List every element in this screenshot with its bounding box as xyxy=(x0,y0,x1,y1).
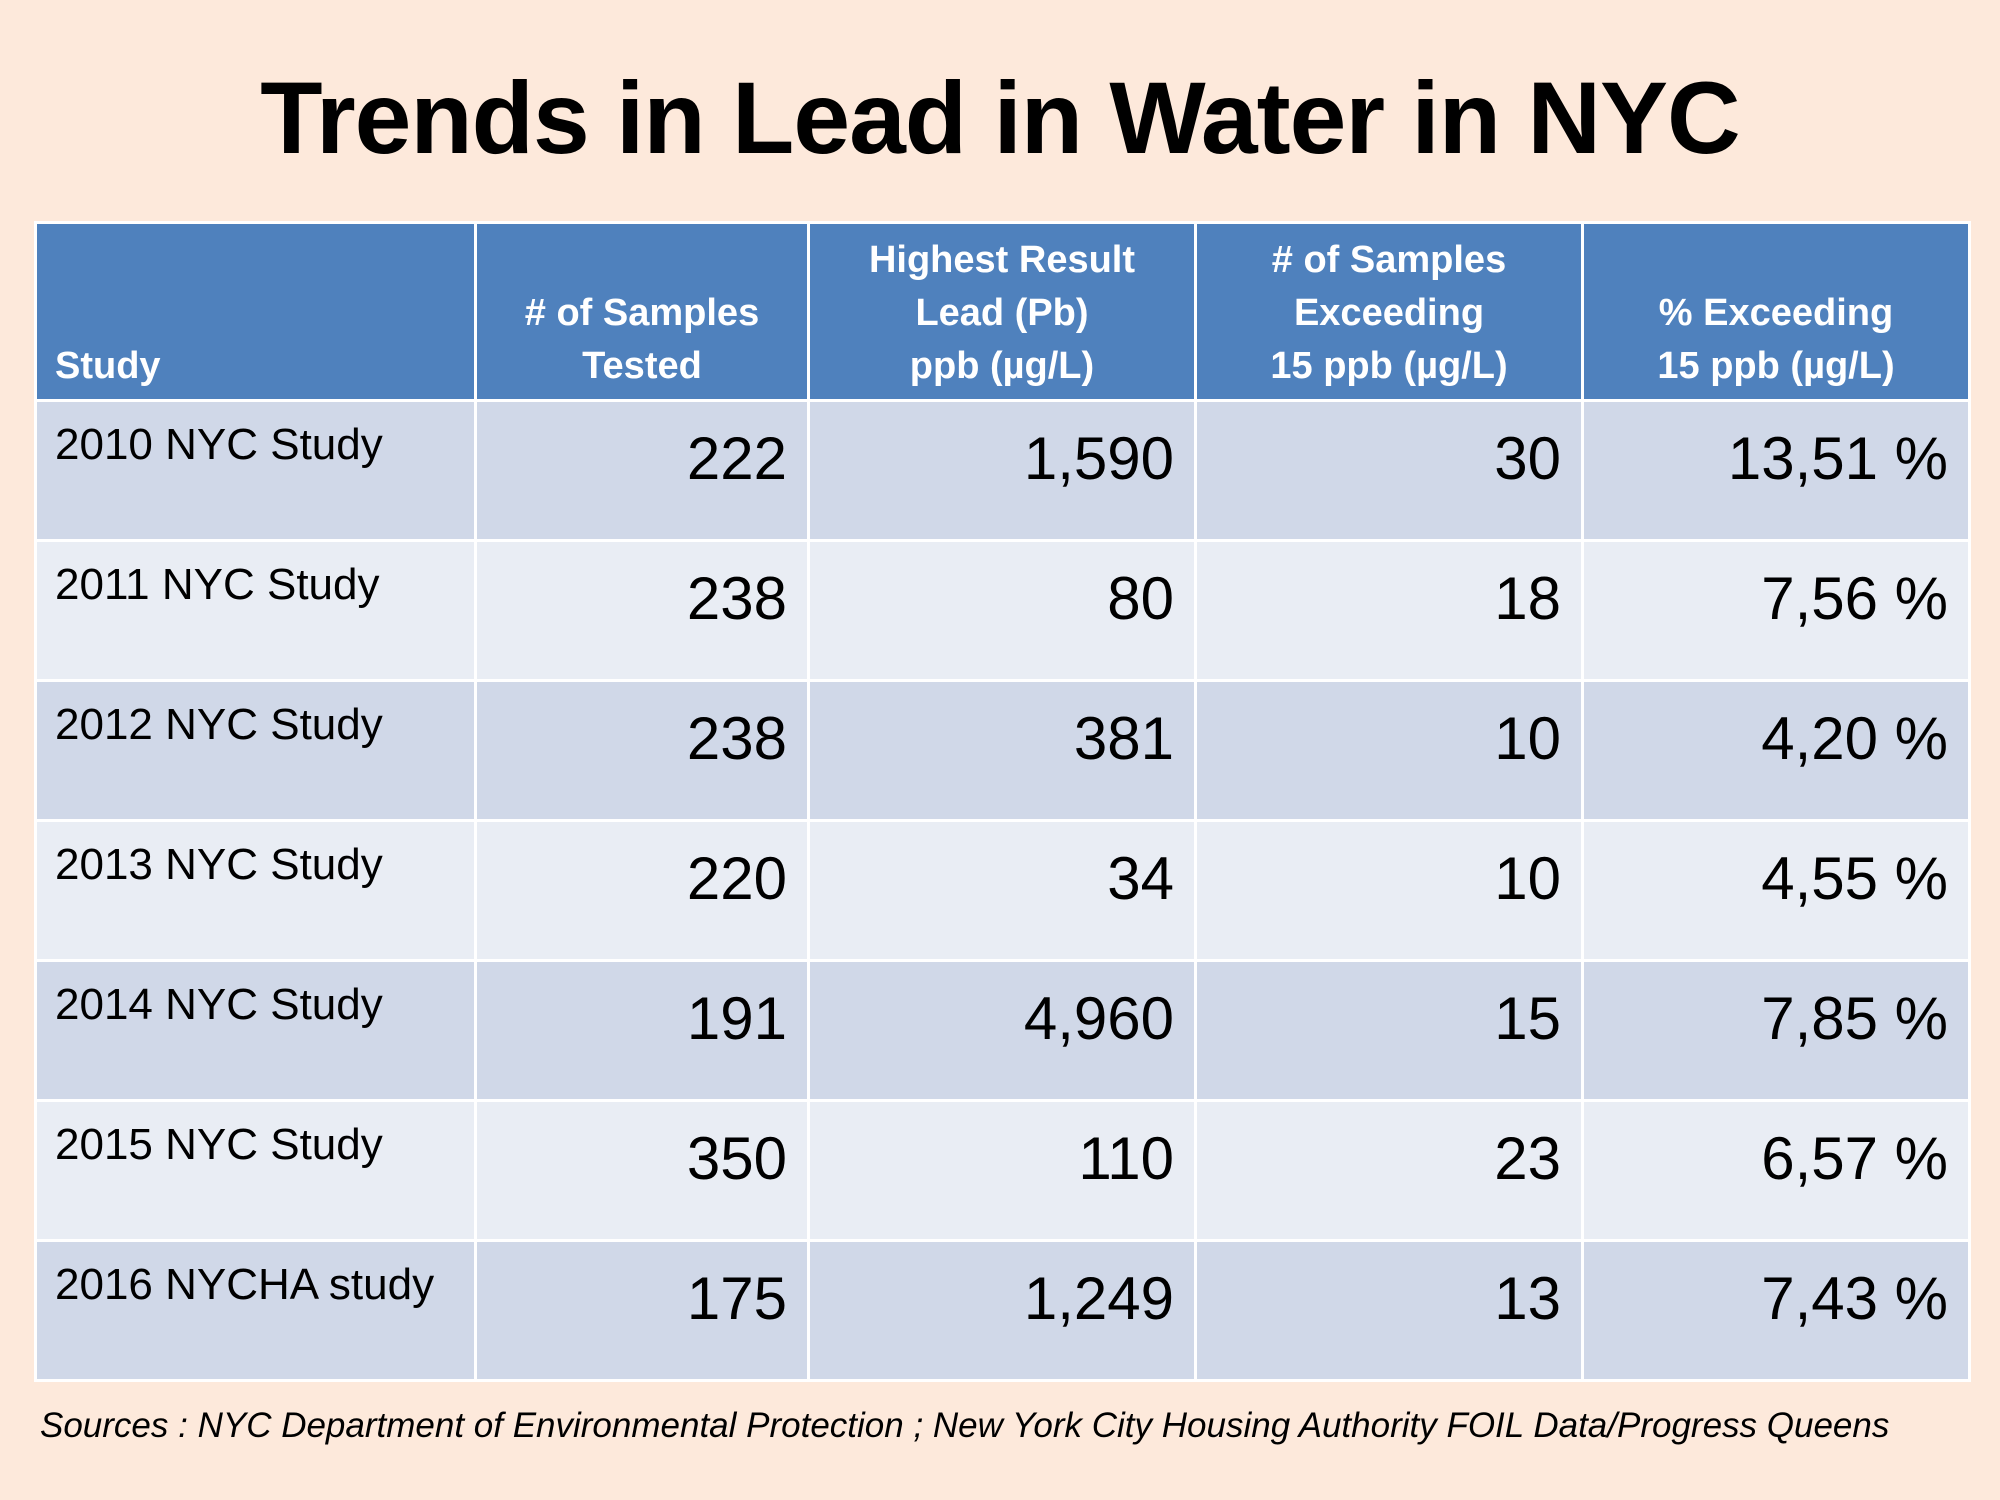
cell-samples-exceeding: 18 xyxy=(1194,539,1584,682)
cell-percent-exceeding: 7,85 % xyxy=(1581,959,1971,1102)
header-highest-result-line: Lead (Pb) xyxy=(915,292,1089,334)
table-row: 2012 NYC Study 238 381 10 4,20 % xyxy=(34,679,1971,822)
cell-samples-exceeding: 30 xyxy=(1194,399,1584,542)
header-highest-result-line: Highest Result xyxy=(868,239,1136,281)
header-samples-exceeding-line: 15 ppb (µg/L) xyxy=(1270,345,1508,387)
table-row: 2014 NYC Study 191 4,960 15 7,85 % xyxy=(34,959,1971,1102)
cell-highest-result: 381 xyxy=(807,679,1197,822)
header-study-line: Study xyxy=(55,345,161,387)
table-row: 2013 NYC Study 220 34 10 4,55 % xyxy=(34,819,1971,962)
sources-note: Sources : NYC Department of Environmenta… xyxy=(40,1406,1890,1445)
cell-samples-tested: 222 xyxy=(474,399,810,542)
cell-highest-result: 80 xyxy=(807,539,1197,682)
table-row: 2015 NYC Study 350 110 23 6,57 % xyxy=(34,1099,1971,1242)
cell-samples-exceeding: 23 xyxy=(1194,1099,1584,1242)
header-percent-exceeding-line: 15 ppb (µg/L) xyxy=(1657,345,1895,387)
header-samples-tested-line: Tested xyxy=(582,345,702,387)
cell-highest-result: 1,590 xyxy=(807,399,1197,542)
cell-highest-result: 110 xyxy=(807,1099,1197,1242)
cell-study: 2013 NYC Study xyxy=(34,819,477,962)
cell-samples-tested: 238 xyxy=(474,679,810,822)
cell-percent-exceeding: 7,56 % xyxy=(1581,539,1971,682)
cell-study: 2010 NYC Study xyxy=(34,399,477,542)
cell-highest-result: 4,960 xyxy=(807,959,1197,1102)
cell-highest-result: 34 xyxy=(807,819,1197,962)
cell-samples-tested: 220 xyxy=(474,819,810,962)
cell-study: 2015 NYC Study xyxy=(34,1099,477,1242)
header-highest-result: Highest Result Lead (Pb) ppb (µg/L) xyxy=(807,221,1197,402)
cell-study: 2011 NYC Study xyxy=(34,539,477,682)
cell-samples-exceeding: 10 xyxy=(1194,819,1584,962)
cell-percent-exceeding: 6,57 % xyxy=(1581,1099,1971,1242)
cell-samples-exceeding: 10 xyxy=(1194,679,1584,822)
header-samples-exceeding-line: Exceeding xyxy=(1293,292,1485,334)
slide-title: Trends in Lead in Water in NYC xyxy=(260,61,1740,175)
table-header-row: Study # of Samples Tested Highest Result… xyxy=(34,221,1971,402)
cell-study: 2016 NYCHA study xyxy=(34,1239,477,1382)
table-row: 2011 NYC Study 238 80 18 7,56 % xyxy=(34,539,1971,682)
header-samples-tested-line: # of Samples xyxy=(524,292,760,334)
cell-samples-exceeding: 15 xyxy=(1194,959,1584,1102)
cell-percent-exceeding: 7,43 % xyxy=(1581,1239,1971,1382)
cell-percent-exceeding: 13,51 % xyxy=(1581,399,1971,542)
cell-samples-tested: 238 xyxy=(474,539,810,682)
table-row: 2010 NYC Study 222 1,590 30 13,51 % xyxy=(34,399,1971,542)
header-study: Study xyxy=(34,221,477,402)
header-samples-tested: # of Samples Tested xyxy=(474,221,810,402)
header-percent-exceeding: % Exceeding 15 ppb (µg/L) xyxy=(1581,221,1971,402)
cell-highest-result: 1,249 xyxy=(807,1239,1197,1382)
header-samples-exceeding: # of Samples Exceeding 15 ppb (µg/L) xyxy=(1194,221,1584,402)
cell-percent-exceeding: 4,20 % xyxy=(1581,679,1971,822)
cell-samples-tested: 191 xyxy=(474,959,810,1102)
header-samples-exceeding-line: # of Samples xyxy=(1271,239,1507,281)
cell-study: 2014 NYC Study xyxy=(34,959,477,1102)
lead-trends-table: Study # of Samples Tested Highest Result… xyxy=(34,221,1971,1382)
header-highest-result-line: ppb (µg/L) xyxy=(909,345,1095,387)
cell-samples-exceeding: 13 xyxy=(1194,1239,1584,1382)
table-row: 2016 NYCHA study 175 1,249 13 7,43 % xyxy=(34,1239,1971,1382)
cell-samples-tested: 350 xyxy=(474,1099,810,1242)
header-percent-exceeding-line: % Exceeding xyxy=(1658,292,1894,334)
cell-study: 2012 NYC Study xyxy=(34,679,477,822)
cell-samples-tested: 175 xyxy=(474,1239,810,1382)
cell-percent-exceeding: 4,55 % xyxy=(1581,819,1971,962)
